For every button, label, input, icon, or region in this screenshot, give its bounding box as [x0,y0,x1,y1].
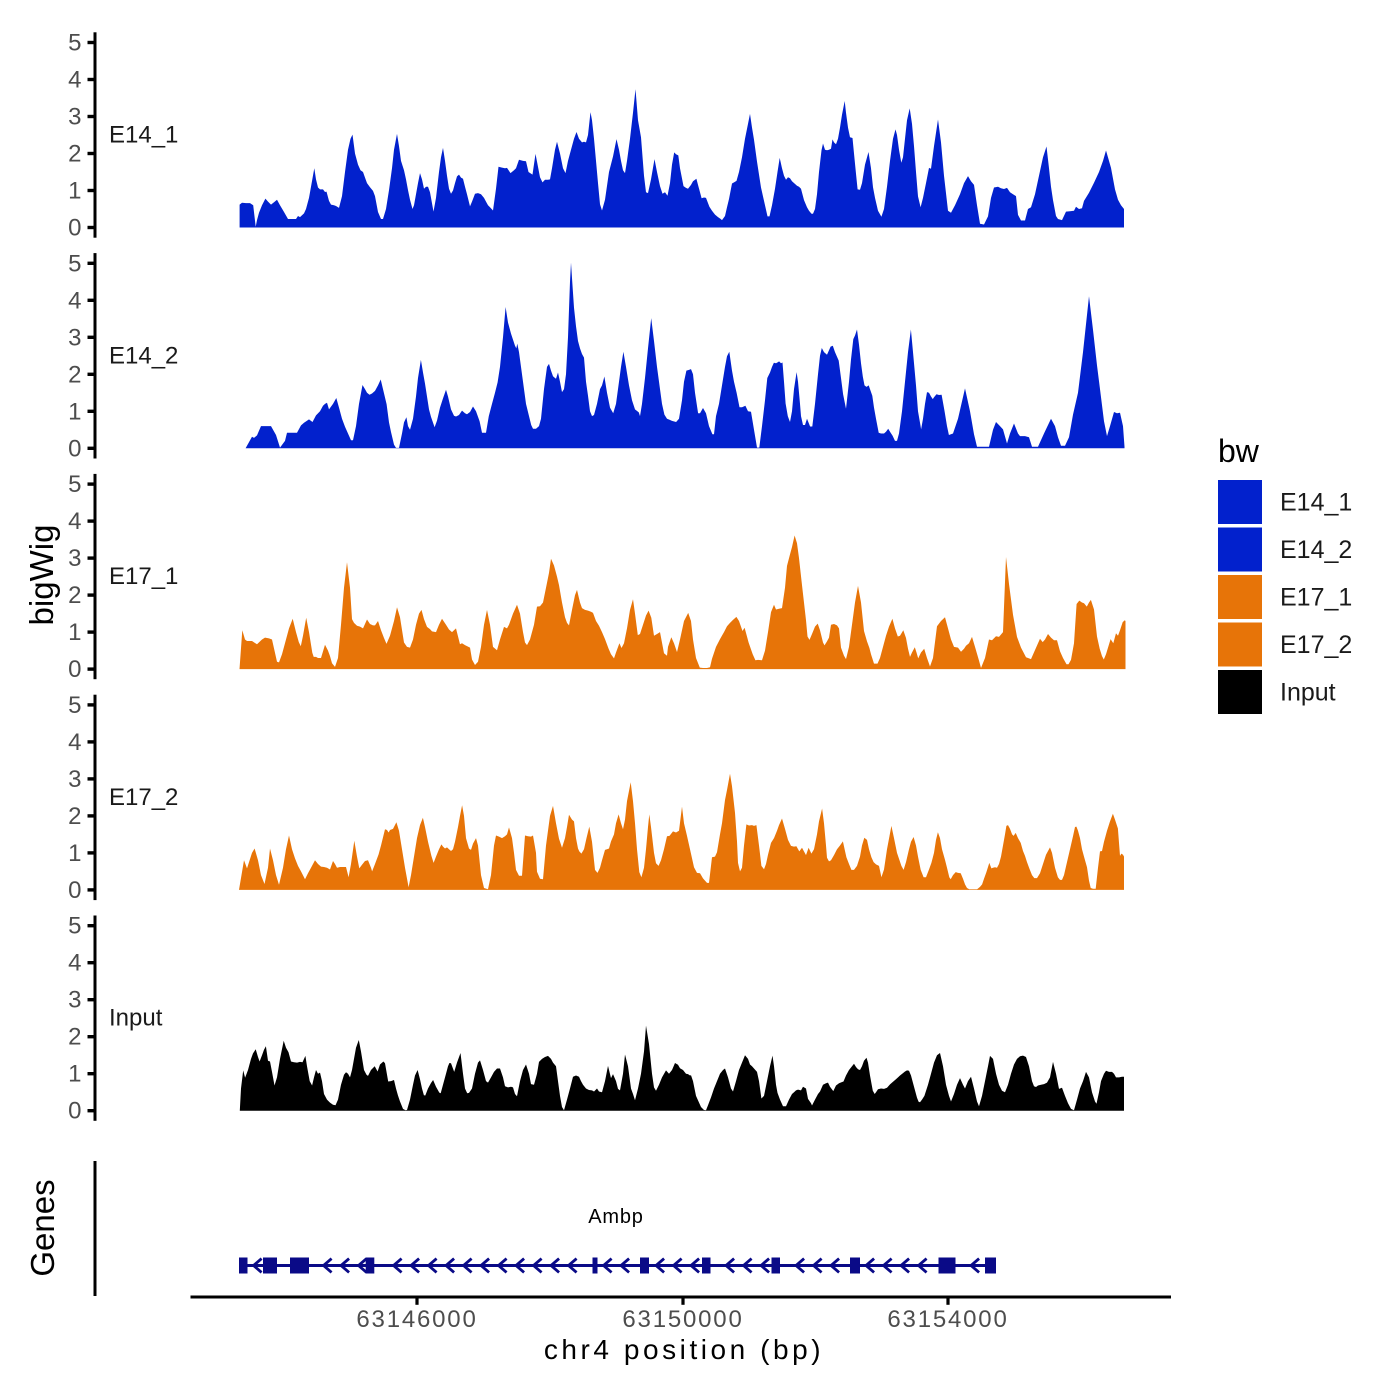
svg-text:2: 2 [68,582,81,609]
svg-text:E14_2: E14_2 [109,342,178,369]
svg-text:0: 0 [68,1098,81,1125]
svg-text:1: 1 [68,840,81,867]
svg-text:63146000: 63146000 [356,1306,477,1333]
svg-text:2: 2 [68,141,81,168]
svg-text:2: 2 [68,1024,81,1051]
svg-text:0: 0 [68,215,81,242]
svg-text:5: 5 [68,692,81,719]
svg-text:Ambp: Ambp [588,1206,643,1228]
svg-text:4: 4 [68,950,81,977]
svg-text:2: 2 [68,361,81,388]
svg-text:1: 1 [68,398,81,425]
svg-text:chr4 position (bp): chr4 position (bp) [544,1334,824,1365]
svg-text:0: 0 [68,435,81,462]
svg-text:5: 5 [68,30,81,57]
svg-text:E17_2: E17_2 [1280,631,1352,659]
svg-text:4: 4 [68,729,81,756]
svg-text:E17_1: E17_1 [1280,584,1352,612]
svg-text:0: 0 [68,877,81,904]
svg-text:5: 5 [68,250,81,277]
svg-text:E17_2: E17_2 [109,784,178,811]
svg-text:0: 0 [68,656,81,683]
svg-text:4: 4 [68,508,81,535]
svg-text:1: 1 [68,1061,81,1088]
svg-text:3: 3 [68,324,81,351]
svg-text:3: 3 [68,545,81,572]
svg-text:5: 5 [68,913,81,940]
svg-text:63154000: 63154000 [887,1306,1008,1333]
svg-text:4: 4 [68,287,81,314]
svg-text:E17_1: E17_1 [109,563,178,590]
svg-text:2: 2 [68,803,81,830]
svg-text:bw: bw [1218,433,1260,469]
svg-text:E14_1: E14_1 [1280,489,1352,517]
svg-text:E14_1: E14_1 [109,122,178,149]
svg-text:bigWig: bigWig [23,525,60,626]
svg-text:3: 3 [68,987,81,1014]
svg-text:Input: Input [1280,679,1336,707]
svg-text:63150000: 63150000 [622,1306,743,1333]
svg-text:5: 5 [68,471,81,498]
svg-text:Genes: Genes [24,1179,61,1276]
svg-text:4: 4 [68,67,81,94]
svg-text:Input: Input [109,1005,163,1032]
svg-text:1: 1 [68,619,81,646]
svg-text:E14_2: E14_2 [1280,536,1352,564]
svg-text:1: 1 [68,178,81,205]
svg-text:3: 3 [68,104,81,131]
svg-text:3: 3 [68,766,81,793]
